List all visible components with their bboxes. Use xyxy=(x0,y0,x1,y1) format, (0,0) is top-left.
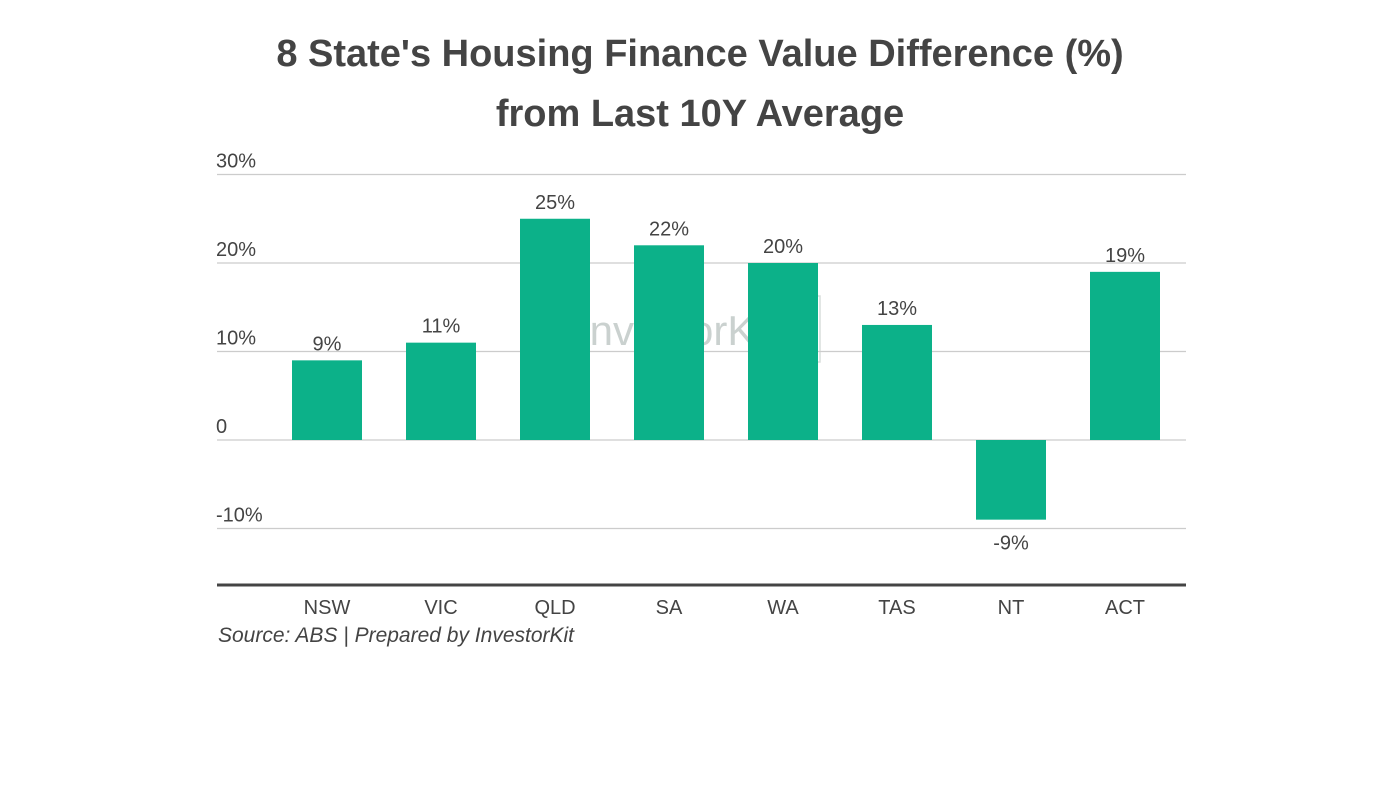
x-tick-label: VIC xyxy=(424,597,457,619)
data-labels: 9% 11% 25% 22% 20% 13% -9% 19% xyxy=(313,192,1146,555)
data-label-qld: 25% xyxy=(535,192,575,214)
y-tick-label: 20% xyxy=(216,239,256,261)
bar-act xyxy=(1090,271,1160,440)
data-label-nsw: 9% xyxy=(313,333,342,355)
y-tick-label: 10% xyxy=(216,328,256,350)
bar-sa xyxy=(634,245,704,440)
bar-vic xyxy=(406,342,476,440)
bar-nt xyxy=(976,440,1046,520)
x-tick-label: ACT xyxy=(1105,597,1145,619)
data-label-wa: 20% xyxy=(763,236,803,258)
x-tick-label: TAS xyxy=(878,597,915,619)
y-tick-label: -10% xyxy=(216,505,263,527)
bar-nsw xyxy=(292,360,362,440)
data-label-nt: -9% xyxy=(993,533,1029,555)
x-tick-label: WA xyxy=(767,597,799,619)
chart-title-line-1: 8 State's Housing Finance Value Differen… xyxy=(276,33,1124,75)
x-axis-tick-labels: NSW VIC QLD SA WA TAS NT ACT xyxy=(304,597,1145,619)
chart-title-line-2: from Last 10Y Average xyxy=(495,93,905,135)
y-tick-label: 30% xyxy=(216,151,256,173)
data-label-sa: 22% xyxy=(649,218,689,240)
data-label-tas: 13% xyxy=(877,298,917,320)
bar-qld xyxy=(520,218,590,440)
x-tick-label: QLD xyxy=(534,597,575,619)
x-tick-label: NT xyxy=(998,597,1025,619)
y-tick-label: 0 xyxy=(216,416,227,438)
source-note: Source: ABS | Prepared by InvestorKit xyxy=(218,624,575,647)
x-tick-label: NSW xyxy=(304,597,351,619)
chart-title: 8 State's Housing Finance Value Differen… xyxy=(0,24,1400,144)
bar-wa xyxy=(748,263,818,440)
bar-tas xyxy=(862,324,932,440)
bars xyxy=(292,218,1160,520)
x-tick-label: SA xyxy=(656,597,683,619)
data-label-vic: 11% xyxy=(422,316,461,338)
data-label-act: 19% xyxy=(1105,245,1145,267)
y-axis-tick-labels: 30% 20% 10% 0 -10% xyxy=(216,151,263,527)
